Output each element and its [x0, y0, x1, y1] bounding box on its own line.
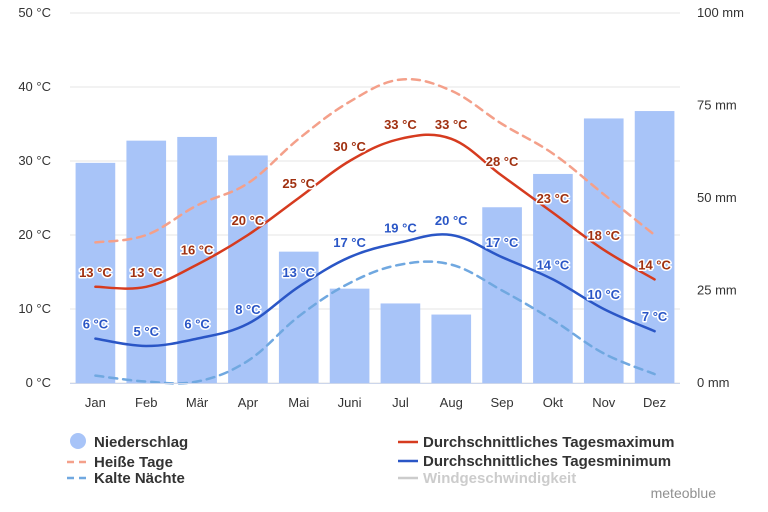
legend-item-precipitation[interactable]: Niederschlag — [70, 433, 188, 451]
x-tick-label: Juni — [338, 395, 362, 410]
legend-label-min-temp: Durchschnittliches Tagesminimum — [423, 453, 671, 470]
data-label-min: 17 °C — [486, 235, 519, 250]
data-label-min: 8 °C — [235, 302, 261, 317]
data-label-max: 33 °C — [384, 117, 417, 132]
precipitation-bar — [228, 155, 268, 383]
x-tick-label: Jan — [85, 395, 106, 410]
series-line-hot — [94, 77, 656, 244]
data-label-min: 14 °C — [537, 257, 570, 272]
legend-item-cold-nights[interactable]: Kalte Nächte — [67, 470, 185, 487]
data-labels: 13 °C 13 °C 16 °C 20 °C 25 °C 30 °C 33 °C 33 °C… — [78, 115, 673, 340]
data-label-max: 14 °C — [638, 257, 671, 272]
y-right-tick-label: 100 mm — [697, 5, 744, 20]
y-left-tick-label: 30 °C — [18, 153, 51, 168]
axes: 0 °C 10 °C 20 °C 30 °C 40 °C 50 °C 0 mm 25 mm 50… — [18, 5, 744, 410]
data-label-min: 20 °C — [435, 213, 468, 228]
legend-symbol-precipitation — [70, 433, 86, 449]
precipitation-bar — [482, 207, 522, 383]
y-left-tick-label: 50 °C — [18, 5, 51, 20]
x-tick-label: Sep — [491, 395, 514, 410]
data-label-max: 13 °C — [130, 265, 163, 280]
data-label-min: 6 °C — [184, 317, 210, 332]
y-right-tick-label: 25 mm — [697, 283, 737, 298]
precipitation-bars — [75, 111, 675, 384]
data-label-max: 20 °C — [232, 213, 265, 228]
credit-meteoblue: meteoblue — [651, 485, 717, 501]
legend-label-max-temp: Durchschnittliches Tagesmaximum — [423, 434, 674, 451]
data-label-max: 18 °C — [587, 228, 620, 243]
y-left-tick-label: 20 °C — [18, 227, 51, 242]
legend-label-hot-days: Heiße Tage — [94, 454, 173, 471]
precipitation-bar — [126, 140, 167, 383]
precipitation-bar — [177, 136, 217, 383]
data-label-min: 7 °C — [642, 309, 668, 324]
x-tick-label: Jul — [392, 395, 409, 410]
series-line-min — [94, 233, 656, 348]
precipitation-bar — [431, 314, 472, 383]
data-label-min: 6 °C — [83, 317, 109, 332]
data-label-min: 10 °C — [587, 287, 620, 302]
x-tick-label: Mai — [288, 395, 309, 410]
x-tick-label: Okt — [543, 395, 564, 410]
x-tick-label: Dez — [643, 395, 666, 410]
y-right-tick-label: 75 mm — [697, 98, 737, 113]
data-label-max: 33 °C — [435, 117, 468, 132]
legend-item-min-temp[interactable]: Durchschnittliches Tagesminimum — [398, 453, 671, 470]
data-label-max: 28 °C — [486, 154, 519, 169]
y-left-tick-label: 40 °C — [18, 79, 51, 94]
data-label-max: 30 °C — [333, 139, 366, 154]
legend-label-wind-speed: Windgeschwindigkeit — [423, 470, 576, 487]
y-right-tick-label: 0 mm — [697, 375, 730, 390]
legend-label-precipitation: Niederschlag — [94, 434, 188, 451]
x-tick-label: Feb — [135, 395, 157, 410]
legend-item-max-temp[interactable]: Durchschnittliches Tagesmaximum — [398, 434, 674, 451]
series-line-max — [94, 133, 656, 290]
precipitation-bar — [634, 111, 675, 384]
y-left-tick-label: 0 °C — [26, 375, 51, 390]
legend-item-wind-speed[interactable]: Windgeschwindigkeit — [398, 470, 576, 487]
data-label-min: 5 °C — [134, 324, 160, 339]
x-tick-label: Apr — [238, 395, 259, 410]
data-label-max: 13 °C — [79, 265, 112, 280]
legend-label-cold-nights: Kalte Nächte — [94, 470, 185, 487]
data-label-min: 19 °C — [384, 220, 417, 235]
precipitation-bar — [380, 303, 421, 383]
data-label-min: 17 °C — [333, 235, 366, 250]
x-tick-label: Aug — [440, 395, 463, 410]
precipitation-bar — [329, 288, 370, 383]
data-label-min: 13 °C — [282, 265, 315, 280]
x-tick-label: Nov — [592, 395, 616, 410]
data-label-max: 16 °C — [181, 243, 214, 258]
x-tick-label: Mär — [186, 395, 209, 410]
temperature-lines — [94, 77, 656, 385]
legend-item-hot-days[interactable]: Heiße Tage — [67, 454, 173, 471]
data-label-max: 25 °C — [282, 176, 315, 191]
y-left-tick-label: 10 °C — [18, 301, 51, 316]
y-right-tick-label: 50 mm — [697, 190, 737, 205]
legend[interactable]: Niederschlag Heiße Tage Kalte Nächte Dur… — [67, 433, 674, 487]
series-line-cold — [94, 260, 656, 385]
data-label-max: 23 °C — [537, 191, 570, 206]
precipitation-bar — [75, 162, 116, 383]
